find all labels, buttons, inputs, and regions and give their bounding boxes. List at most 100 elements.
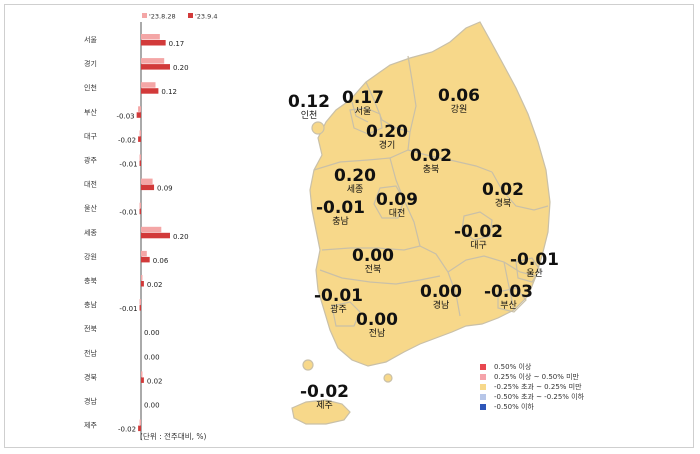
korea-map: 0.12 인천 0.17 서울 0.20 경기 0.06 강원 0.02 충북 0.20 세… (270, 10, 590, 440)
category-label: 전북 (84, 324, 97, 333)
bar-curr (141, 184, 155, 191)
value-label: 0.02 (147, 377, 163, 385)
bar-prev (141, 275, 143, 281)
category-label: 강원 (84, 252, 97, 261)
bar-prev (139, 130, 141, 136)
bar-curr (141, 40, 166, 46)
map-label-daegu: -0.02 대구 (454, 222, 503, 251)
value-label: 0.00 (144, 329, 160, 337)
bar-curr (141, 232, 170, 239)
bar-curr (139, 208, 141, 215)
value-label: 0.00 (144, 402, 160, 410)
map-label-incheon: 0.12 인천 (288, 92, 330, 121)
map-label-seoul: 0.17 서울 (342, 88, 384, 117)
map-label-gyeonggi: 0.20 경기 (366, 122, 408, 151)
category-label: 충남 (84, 300, 97, 309)
island-shape (311, 121, 325, 135)
value-label: 0.12 (161, 88, 177, 96)
value-label: -0.01 (119, 305, 137, 313)
category-label: 인천 (84, 83, 97, 92)
bar-curr (141, 281, 144, 287)
legend-label: '23.9.4 (195, 13, 217, 21)
value-label: 0.00 (144, 353, 160, 361)
map-label-gyeongbuk: 0.02 경북 (482, 180, 524, 209)
legend-swatch (480, 364, 486, 370)
category-label: 광주 (84, 157, 97, 165)
bar-prev (138, 106, 141, 112)
value-label: 0.20 (173, 233, 189, 241)
bar-prev (141, 250, 147, 257)
map-label-ulsan: -0.01 울산 (510, 250, 559, 279)
value-label: 0.09 (157, 185, 173, 193)
value-label: -0.01 (119, 209, 137, 217)
legend-row: -0.50% 초과 ~ -0.25% 이하 (480, 392, 584, 402)
unit-note: (단위 : 전주대비, %) (140, 432, 207, 441)
map-label-daejeon: 0.09 대전 (376, 190, 418, 219)
category-label: 경북 (84, 372, 97, 381)
map-label-gangwon: 0.06 강원 (438, 86, 480, 115)
bar-prev (139, 299, 141, 305)
legend-row: -0.25% 초과 ~ 0.25% 미만 (480, 382, 584, 392)
category-label: 울산 (84, 204, 97, 213)
city-outlines (331, 107, 541, 327)
bar-prev (141, 58, 165, 64)
map-label-jeonbuk: 0.00 전북 (352, 246, 394, 275)
category-label: 경남 (84, 397, 97, 406)
bar-curr (141, 88, 159, 94)
map-label-gyeongnam: 0.00 경남 (420, 282, 462, 311)
category-label: 세종 (84, 228, 97, 237)
bar-prev (141, 82, 156, 88)
bar-curr (141, 256, 150, 263)
island-shape (302, 359, 314, 371)
bar-prev (141, 226, 162, 233)
map-label-chungbuk: 0.02 충북 (410, 146, 452, 175)
bar-curr (138, 136, 141, 142)
legend-swatch (480, 394, 486, 400)
value-label: -0.02 (118, 136, 136, 144)
category-label: 충북 (84, 276, 97, 285)
jeju-shape (291, 399, 351, 425)
category-label: 대구 (84, 132, 97, 140)
bar-chart: '23.8.28 '23.9.4 서울 0.17 경기 0.20 인천 0.12 부산 -0.0… (84, 13, 217, 440)
category-label: 서울 (84, 35, 97, 44)
bar-prev (141, 34, 160, 40)
map-label-sejong: 0.20 세종 (334, 166, 376, 195)
bar-prev (141, 178, 153, 185)
value-label: 0.06 (153, 257, 169, 265)
bar-curr (141, 377, 144, 383)
legend-row: 0.25% 이상 ~ 0.50% 미만 (480, 372, 584, 382)
figure-frame (4, 4, 694, 448)
value-label: -0.02 (118, 426, 136, 434)
bar-curr (139, 160, 141, 166)
mainland-shape (309, 21, 551, 367)
legend-swatch (480, 404, 486, 410)
category-label: 대전 (84, 180, 97, 189)
legend-swatch (480, 384, 486, 390)
legend-row: -0.50% 이하 (480, 402, 584, 412)
map-shape (291, 21, 551, 425)
bar-prev (139, 154, 141, 160)
category-label: 경기 (84, 59, 97, 68)
bar-curr (141, 64, 170, 70)
legend-swatch (188, 13, 193, 18)
legend-swatch (142, 13, 147, 18)
bar-prev (139, 202, 141, 209)
legend-row: 0.50% 이상 (480, 362, 584, 372)
bar-curr (139, 305, 141, 311)
value-label: 0.20 (173, 64, 189, 72)
category-label: 부산 (84, 107, 97, 116)
map-label-chungnam: -0.01 충남 (316, 198, 365, 227)
map-label-busan: -0.03 부산 (484, 282, 533, 311)
map-legend: 0.50% 이상 0.25% 이상 ~ 0.50% 미만 -0.25% 초과 ~… (480, 362, 584, 412)
legend-label: '23.8.28 (149, 13, 176, 21)
value-label: -0.01 (119, 161, 137, 169)
map-label-jeonnam: 0.00 전남 (356, 310, 398, 339)
legend-swatch (480, 374, 486, 380)
map-label-jeju: -0.02 제주 (300, 382, 349, 411)
bar-prev (141, 371, 143, 377)
value-label: 0.02 (147, 281, 163, 289)
category-label: 전남 (84, 348, 97, 357)
category-label: 제주 (84, 422, 97, 430)
island-shape (383, 373, 393, 383)
value-label: -0.03 (117, 112, 135, 120)
